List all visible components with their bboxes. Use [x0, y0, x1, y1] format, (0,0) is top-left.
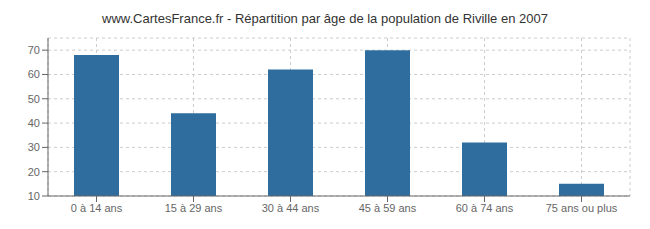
svg-text:60: 60 — [28, 68, 40, 80]
svg-text:10: 10 — [28, 190, 40, 202]
svg-text:70: 70 — [28, 44, 40, 56]
svg-text:75 ans ou plus: 75 ans ou plus — [546, 202, 618, 214]
svg-text:50: 50 — [28, 93, 40, 105]
svg-text:40: 40 — [28, 117, 40, 129]
svg-text:60 à 74 ans: 60 à 74 ans — [456, 202, 514, 214]
svg-text:45 à 59 ans: 45 à 59 ans — [359, 202, 417, 214]
svg-text:30 à 44 ans: 30 à 44 ans — [262, 202, 320, 214]
svg-text:20: 20 — [28, 166, 40, 178]
svg-text:0 à 14 ans: 0 à 14 ans — [71, 202, 123, 214]
svg-text:15 à 29 ans: 15 à 29 ans — [165, 202, 223, 214]
svg-text:30: 30 — [28, 141, 40, 153]
html-text:www.CartesFrance.fr - Répartit: www.CartesFrance.fr - Répartition par âg… — [102, 11, 548, 26]
